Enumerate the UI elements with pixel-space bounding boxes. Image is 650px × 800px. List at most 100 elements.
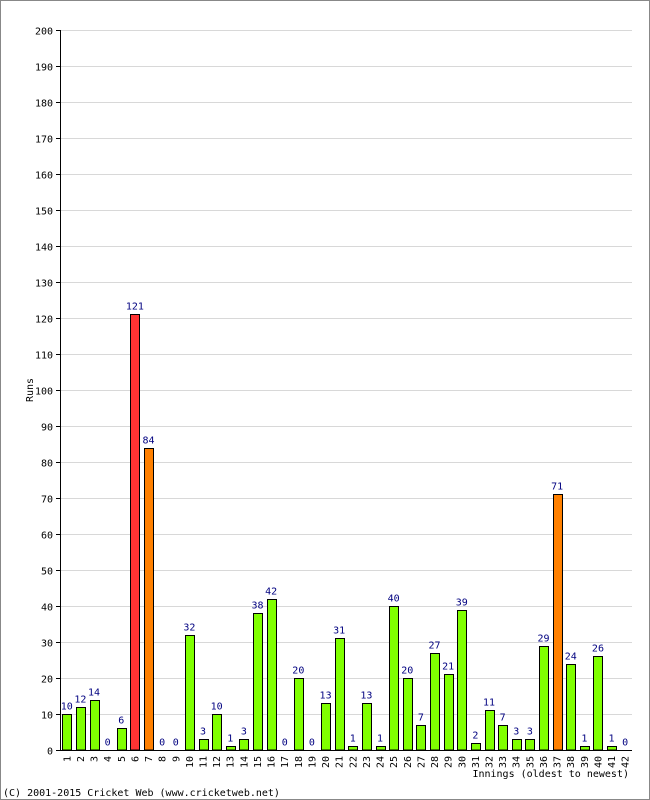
y-tick-label: 190 [35,63,53,74]
bar [444,674,454,751]
y-tick-label: 130 [35,279,53,290]
y-tick-label: 40 [41,603,53,614]
copyright-text: (C) 2001-2015 Cricket Web (www.cricketwe… [3,788,280,799]
x-tick-label: 14 [239,756,250,768]
value-label: 7 [418,713,424,724]
x-tick-label: 15 [253,756,264,768]
value-label: 39 [456,598,468,609]
bar [566,664,576,751]
value-label: 0 [105,738,111,749]
value-label: 20 [401,666,413,677]
bar [580,746,590,751]
bar [267,599,277,751]
y-tick-label: 80 [41,459,53,470]
x-tick-label: 6 [130,756,141,762]
bar [525,739,535,751]
x-tick-label: 10 [185,756,196,768]
x-tick-label: 1 [62,756,73,762]
bar [199,739,209,751]
bar [362,703,372,751]
value-label: 0 [159,738,165,749]
value-label: 71 [551,482,563,493]
value-label: 13 [320,691,332,702]
value-label: 32 [183,623,195,634]
bar [76,707,86,751]
y-tick-label: 160 [35,171,53,182]
bar [471,743,481,751]
y-tick-label: 30 [41,639,53,650]
bar [376,746,386,751]
x-tick-label: 20 [321,756,332,768]
y-tick-label: 70 [41,495,53,506]
value-label: 26 [592,644,604,655]
x-tick-label: 12 [212,756,223,768]
value-label: 20 [292,666,304,677]
value-label: 10 [61,702,73,713]
x-tick-label: 13 [226,756,237,768]
value-label: 29 [537,634,549,645]
y-tick-label: 10 [41,711,53,722]
x-tick-label: 39 [580,756,591,768]
x-tick-label: 21 [335,756,346,768]
value-label: 2 [472,731,478,742]
y-tick-label: 110 [35,351,53,362]
value-label: 40 [388,594,400,605]
x-tick-label: 16 [267,756,278,768]
x-tick-label: 34 [512,756,523,768]
x-tick-label: 19 [307,756,318,768]
gridlines [60,30,632,715]
value-label: 0 [282,738,288,749]
bar [389,606,399,751]
value-label: 12 [74,695,86,706]
x-tick-label: 29 [444,756,455,768]
x-tick-label: 27 [416,756,427,768]
x-tick-label: 33 [498,756,509,768]
x-tick-label: 32 [485,756,496,768]
value-label: 24 [565,652,577,663]
bar [185,635,195,751]
value-label: 27 [429,641,441,652]
value-label: 3 [527,727,533,738]
bar [62,714,72,751]
bar [593,656,603,751]
bar [553,494,563,751]
value-label: 1 [609,734,615,745]
y-axis-title: Runs [25,378,36,402]
bar [212,714,222,751]
bar [117,728,127,751]
value-label: 1 [350,734,356,745]
x-tick-label: 42 [621,756,632,768]
bar [130,314,140,751]
bar [348,746,358,751]
value-label: 10 [211,702,223,713]
value-label: 3 [200,727,206,738]
bar [607,746,617,751]
y-tick-label: 180 [35,99,53,110]
y-axis-ticks: 0 10 20 30 40 50 60 70 80 90 100 110 120 130 140 150 160… [35,27,60,758]
x-axis-ticks: 1 2 3 4 5 6 7 8 9 10 11 12 13 14 15 16 17 18 19 20 21 22 23 24 2… [62,756,631,768]
x-axis-title: Innings (oldest to newest) [472,769,629,780]
value-label: 11 [483,698,495,709]
bar [253,613,263,751]
bar [144,448,154,751]
value-label: 3 [241,727,247,738]
y-tick-label: 20 [41,675,53,686]
bar [512,739,522,751]
x-tick-label: 37 [553,756,564,768]
bar [239,739,249,751]
bar [403,678,413,751]
value-label: 31 [333,626,345,637]
bar [539,646,549,751]
x-tick-label: 31 [471,756,482,768]
y-tick-label: 200 [35,27,53,38]
x-tick-label: 24 [376,756,387,768]
bar [321,703,331,751]
x-tick-label: 3 [90,756,101,762]
x-tick-label: 26 [403,756,414,768]
value-label: 0 [309,738,315,749]
bar [294,678,304,751]
x-tick-label: 9 [171,756,182,762]
value-label: 7 [500,713,506,724]
